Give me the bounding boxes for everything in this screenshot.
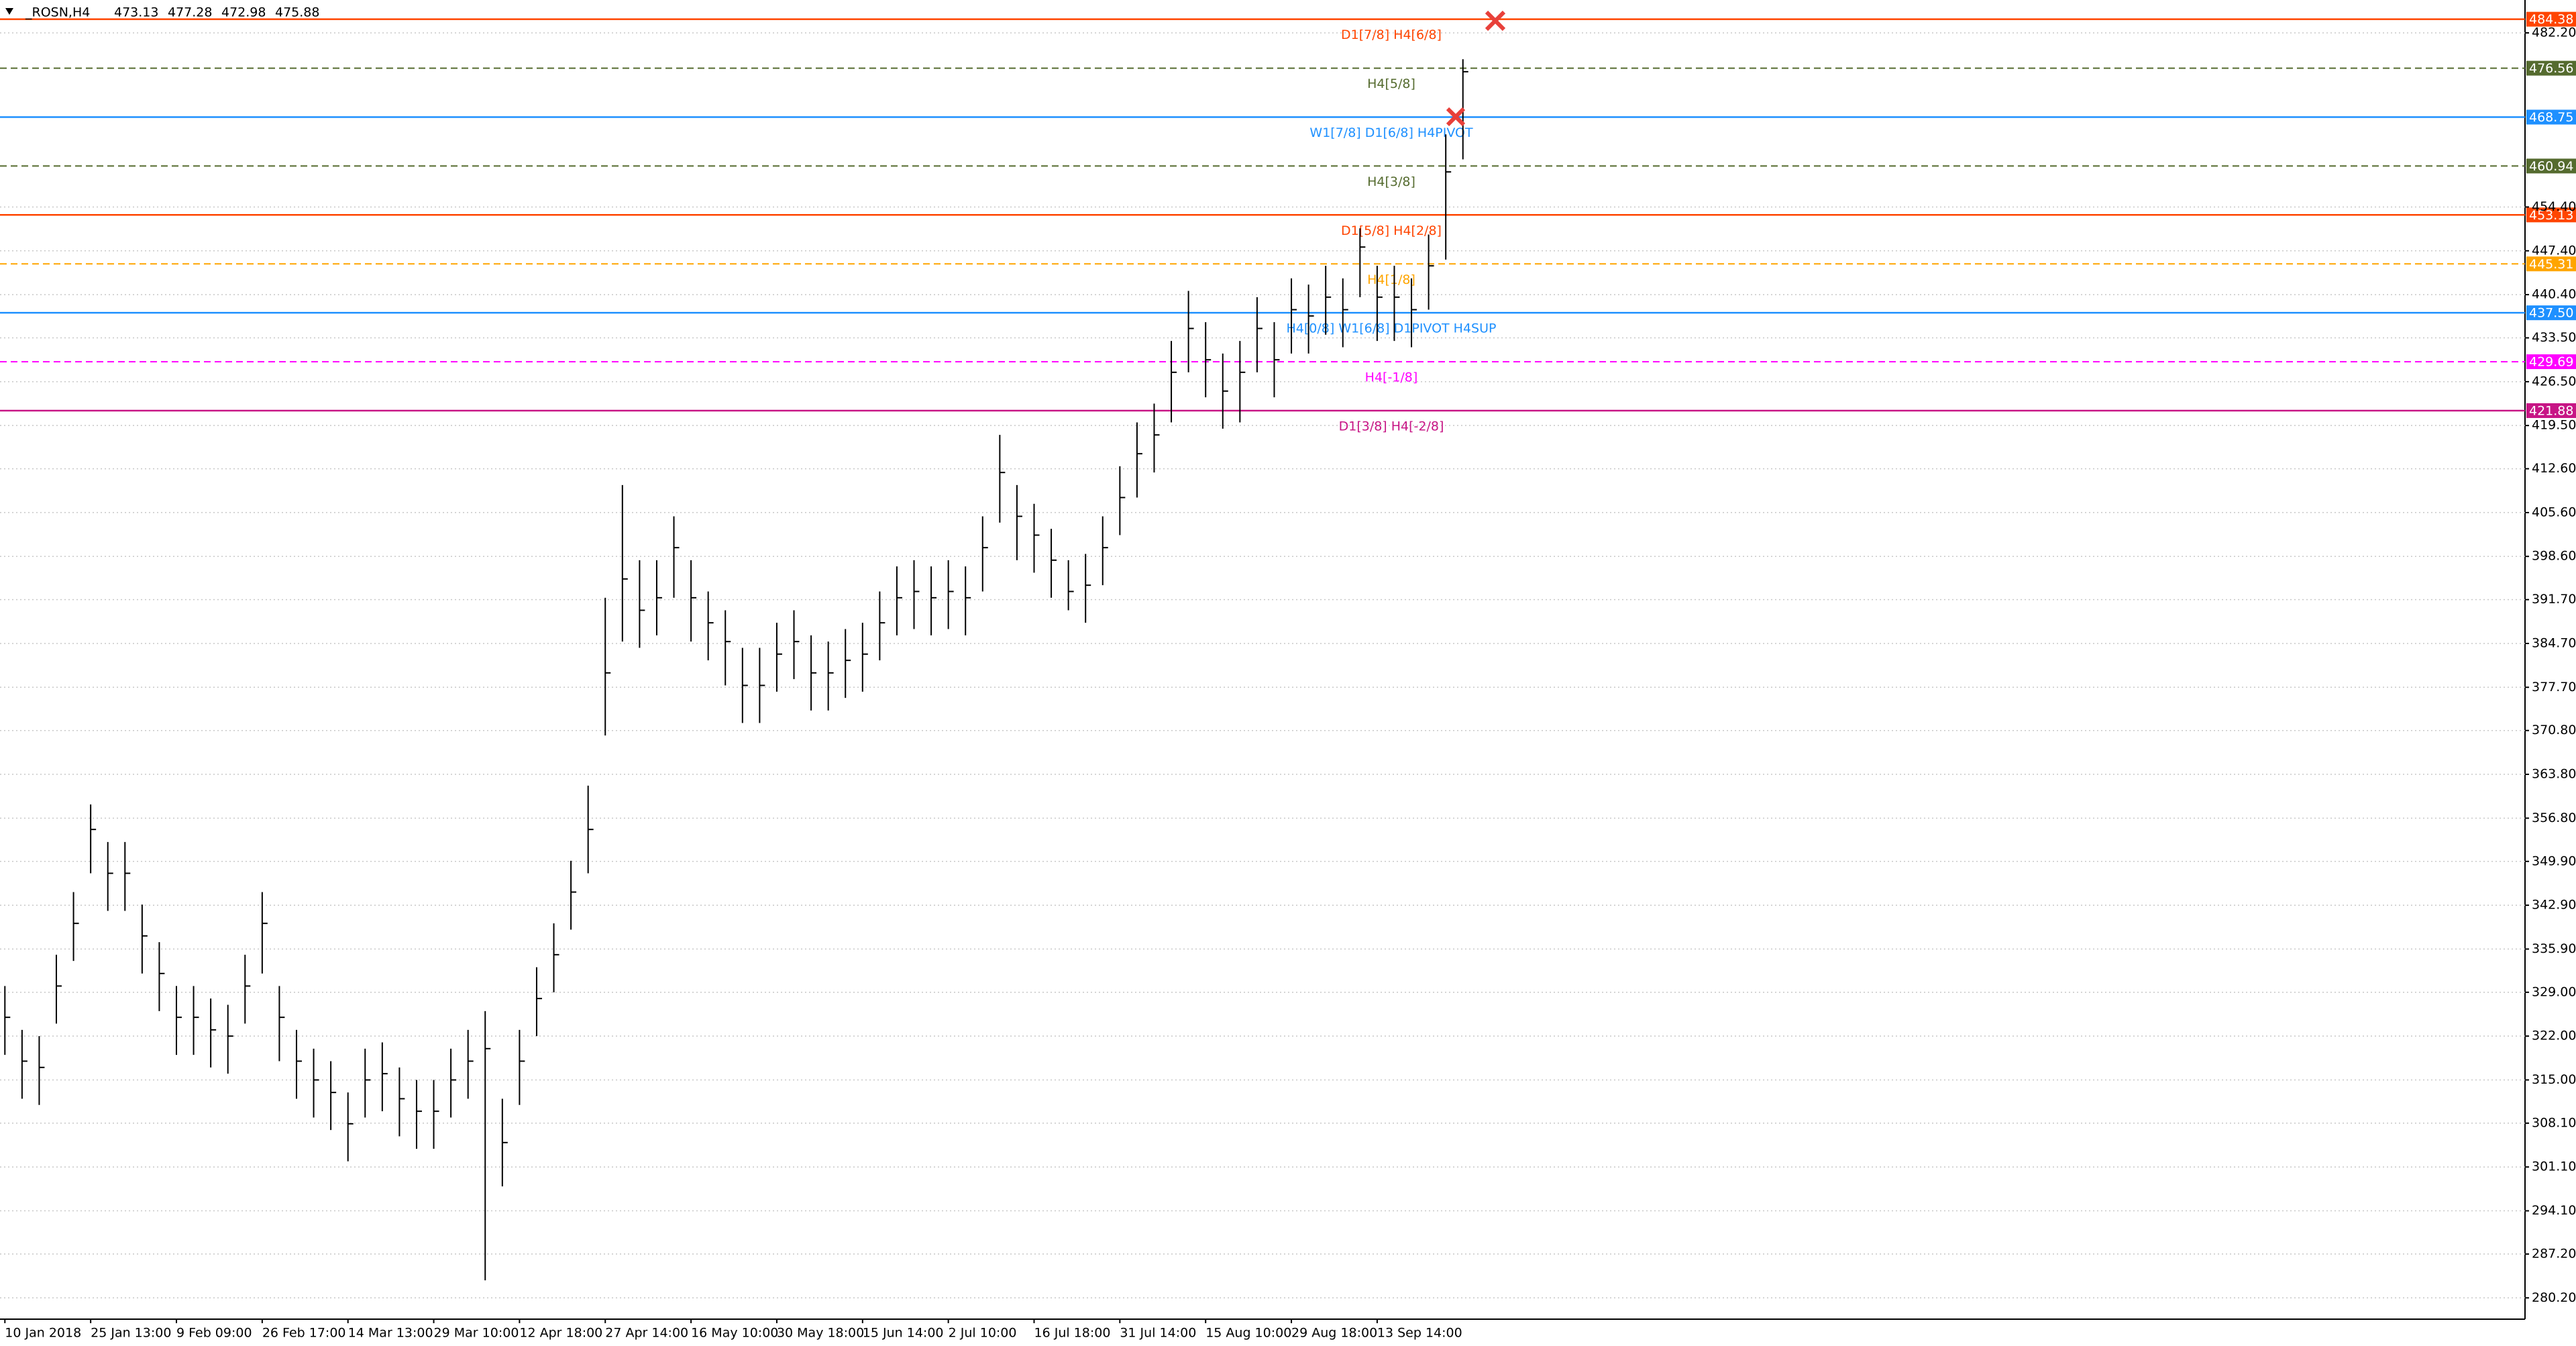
- symbol: _ROSN,H4: [25, 5, 90, 20]
- price-tag-label: 460.94: [2529, 159, 2573, 174]
- y-tick-label: 349.90: [2532, 853, 2576, 868]
- price-tag: [2526, 403, 2576, 418]
- y-tick-label: 329.00: [2532, 984, 2576, 999]
- x-tick-label: 26 Feb 17:00: [262, 1326, 346, 1341]
- bars: [4, 59, 1468, 1281]
- level-label: D1[5/8] H4[2/8]: [1341, 223, 1442, 238]
- x-tick-label: 29 Aug 18:00: [1291, 1326, 1377, 1341]
- y-tick-label: 287.20: [2532, 1246, 2576, 1261]
- price-tag: [2526, 305, 2576, 321]
- x-tick-label: 16 Jul 18:00: [1034, 1326, 1111, 1341]
- x-tick-label: 30 May 18:00: [777, 1326, 864, 1341]
- price-tag-label: 429.69: [2529, 355, 2573, 370]
- x-tick-label: 29 Mar 10:00: [434, 1326, 519, 1341]
- price-tag: [2526, 109, 2576, 125]
- x-tick-label: 15 Jun 14:00: [863, 1326, 944, 1341]
- y-tick-label: 405.60: [2532, 505, 2576, 519]
- x-tick-label: 14 Mar 13:00: [348, 1326, 433, 1341]
- price-tag: [2526, 354, 2576, 370]
- x-tick-label: 12 Apr 18:00: [519, 1326, 602, 1341]
- level-label: W1[7/8] D1[6/8] H4PIVOT: [1309, 125, 1473, 140]
- y-tick-label: 301.10: [2532, 1159, 2576, 1174]
- y-tick-label: 419.50: [2532, 418, 2576, 433]
- price-tag-label: 421.88: [2529, 403, 2573, 418]
- y-tick-label: 433.50: [2532, 330, 2576, 345]
- level-label: H4[1/8]: [1367, 272, 1415, 287]
- y-tick-label: 370.80: [2532, 723, 2576, 737]
- y-tick-label: 447.40: [2532, 243, 2576, 258]
- level-label: H4[5/8]: [1367, 76, 1415, 91]
- y-tick-label: 377.70: [2532, 680, 2576, 694]
- price-tag-label: 468.75: [2529, 110, 2573, 125]
- level-label: H4[-1/8]: [1365, 370, 1418, 385]
- x-tick-label: 2 Jul 10:00: [949, 1326, 1017, 1341]
- y-tick-label: 454.40: [2532, 199, 2576, 214]
- y-tick-label: 363.80: [2532, 767, 2576, 782]
- x-tick-label: 25 Jan 13:00: [91, 1326, 171, 1341]
- cross-marker: [1446, 107, 1466, 127]
- y-tick-label: 482.20: [2532, 25, 2576, 40]
- x-tick-label: 13 Sep 14:00: [1377, 1326, 1462, 1341]
- y-tick-label: 391.70: [2532, 592, 2576, 607]
- price-tag: [2526, 158, 2576, 174]
- price-tag-label: 476.56: [2529, 61, 2573, 76]
- y-tick-label: 426.50: [2532, 374, 2576, 389]
- price-tag: [2526, 60, 2576, 76]
- axes: 482.20 454.40 447.40 440.40 433.50 426.50 419.…: [4, 25, 2576, 1341]
- y-tick-label: 412.60: [2532, 461, 2576, 476]
- x-tick-label: 16 May 10:00: [691, 1326, 778, 1341]
- price-tag: [2526, 256, 2576, 272]
- y-tick-label: 356.80: [2532, 811, 2576, 825]
- level-label: D1[3/8] H4[-2/8]: [1339, 419, 1444, 433]
- y-tick-label: 322.00: [2532, 1029, 2576, 1043]
- x-tick-label: 15 Aug 10:00: [1205, 1326, 1291, 1341]
- open: 473.13: [114, 5, 158, 20]
- price-tag-label: 453.13: [2529, 208, 2573, 223]
- x-tick-label: 10 Jan 2018: [5, 1326, 81, 1341]
- markers: [1446, 10, 1506, 127]
- price-tag-label: 437.50: [2529, 306, 2573, 321]
- x-tick-label: 31 Jul 14:00: [1120, 1326, 1196, 1341]
- x-tick-label: 27 Apr 14:00: [605, 1326, 688, 1341]
- high: 477.28: [168, 5, 212, 20]
- y-tick-label: 315.00: [2532, 1072, 2576, 1087]
- menu-arrow: [5, 8, 13, 15]
- y-tick-label: 280.20: [2532, 1290, 2576, 1305]
- level-label: H4[3/8]: [1367, 174, 1415, 189]
- y-tick-label: 398.60: [2532, 549, 2576, 564]
- y-tick-label: 440.40: [2532, 287, 2576, 302]
- price-tag-label: 445.31: [2529, 257, 2573, 272]
- y-tick-label: 342.90: [2532, 898, 2576, 913]
- level-label: H4[0/8] W1[6/8] D1PIVOT H4SUP: [1287, 321, 1497, 336]
- levels: D1[7/8] H4[6/8] 484.38 H4[5/8] 476.56 W1[7/8…: [0, 11, 2576, 433]
- low: 472.98: [221, 5, 266, 20]
- level-label: D1[7/8] H4[6/8]: [1341, 28, 1442, 42]
- close: 475.88: [275, 5, 319, 20]
- y-tick-label: 294.10: [2532, 1203, 2576, 1218]
- x-tick-label: 9 Feb 09:00: [176, 1326, 252, 1341]
- header: _ROSN,H4 473.13 477.28 472.98 475.88: [5, 5, 319, 20]
- cross-marker: [1485, 10, 1506, 32]
- price-tag-label: 484.38: [2529, 12, 2573, 27]
- y-tick-label: 384.70: [2532, 635, 2576, 650]
- y-tick-label: 308.10: [2532, 1115, 2576, 1130]
- y-tick-label: 335.90: [2532, 941, 2576, 956]
- price-tag: [2526, 207, 2576, 223]
- price-tag: [2526, 11, 2576, 27]
